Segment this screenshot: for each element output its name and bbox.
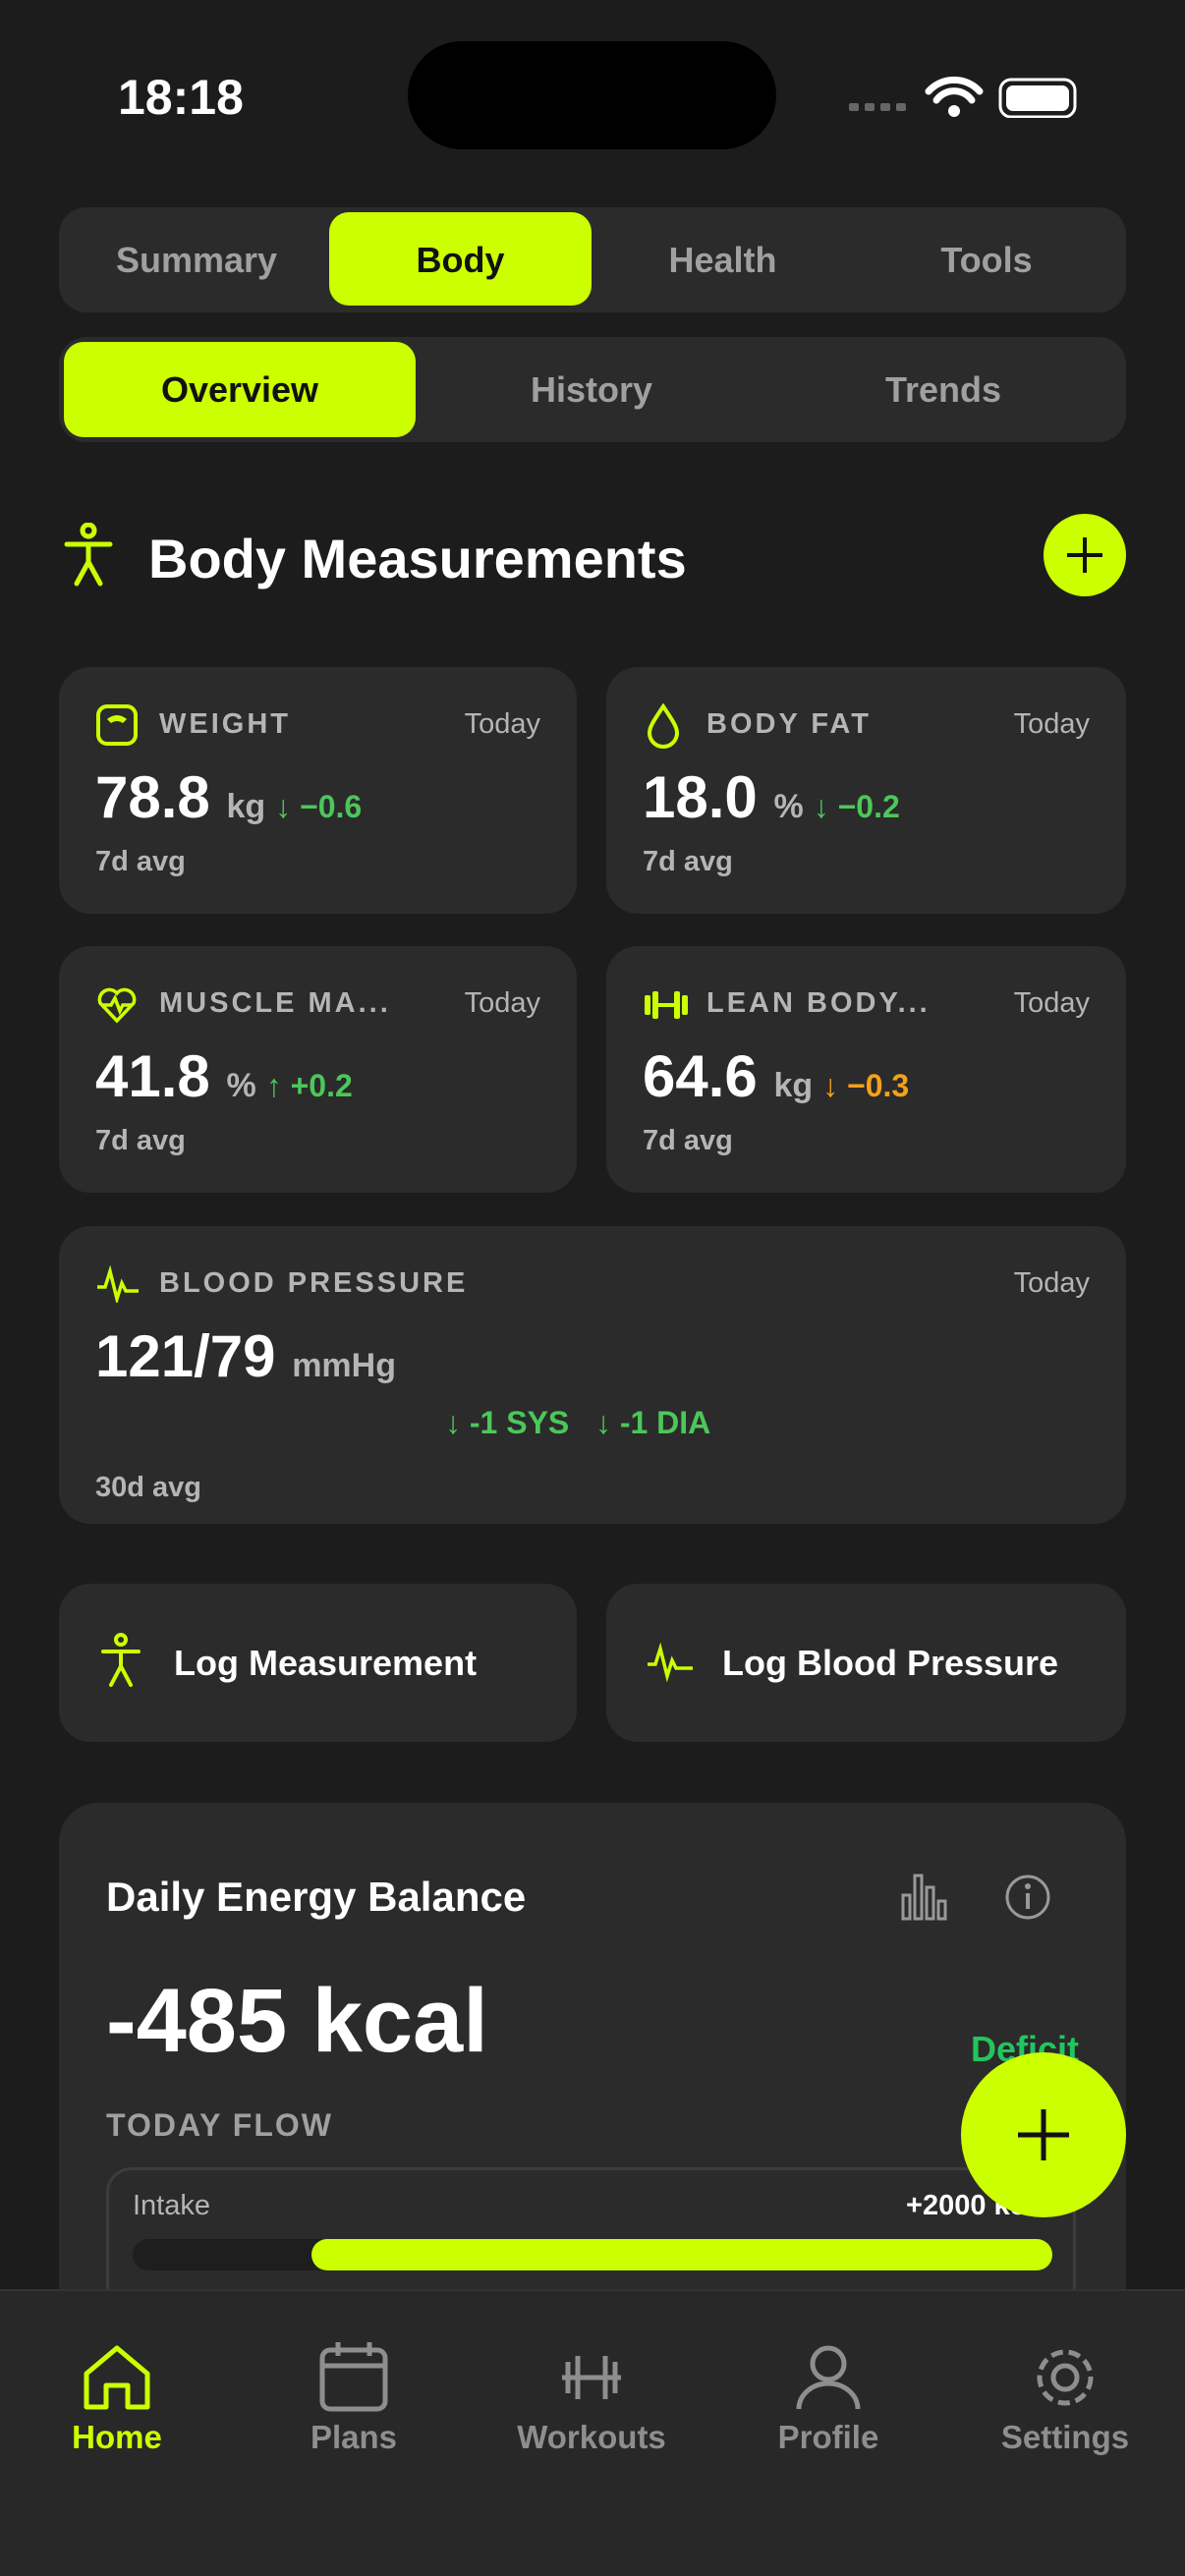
add-button[interactable] [1044, 514, 1126, 596]
metric-change: ↓ −0.6 [275, 789, 363, 824]
metric-label: MUSCLE MA... [159, 987, 391, 1019]
energy-title: Daily Energy Balance [106, 1874, 527, 1920]
metric-avg: 7d avg [95, 1125, 186, 1156]
metric-change: ↓ −0.3 [822, 1068, 910, 1103]
metric-avg: 7d avg [95, 846, 186, 877]
metric-card[interactable]: BODY FAT Today 18.0 % ↓ −0.2 7d avg [606, 667, 1126, 914]
dumbbell-icon [645, 991, 688, 1019]
nav-item[interactable]: Workouts [517, 2419, 666, 2455]
nav-icons [84, 2342, 1094, 2412]
section-title: Body Measurements [148, 528, 687, 589]
bottom-nav [0, 2289, 1185, 2576]
bp-value-row: 121/79 mmHg [95, 1322, 396, 1390]
metric-label: WEIGHT [159, 708, 291, 740]
action-button[interactable]: Log Blood Pressure [606, 1584, 1126, 1742]
metric-avg: 7d avg [643, 846, 733, 877]
bp-label: BLOOD PRESSURE [159, 1267, 469, 1299]
intake-bar [311, 2239, 1052, 2270]
metric-when: Today [1013, 987, 1090, 1019]
tab[interactable]: Summary [115, 240, 278, 280]
nav-item[interactable]: Plans [310, 2419, 398, 2455]
tab[interactable]: Body [416, 240, 505, 280]
body-icon [101, 1633, 141, 1687]
metric-label: LEAN BODY... [706, 987, 931, 1019]
metric-label: BODY FAT [706, 708, 872, 740]
metric-card[interactable]: WEIGHT Today 78.8 kg ↓ −0.6 7d avg [59, 667, 577, 914]
bp-sys: ↓ -1 SYS [445, 1405, 570, 1440]
subtab[interactable]: Overview [160, 369, 319, 410]
blood-pressure-card[interactable]: BLOOD PRESSURE Today 121/79 mmHg ↓ -1 SY… [59, 1226, 1126, 1524]
subtab-selected-bg [64, 342, 416, 437]
metric-unit: % [226, 1067, 256, 1104]
metric-avg: 7d avg [643, 1125, 733, 1156]
bp-changes: ↓ -1 SYS ↓ -1 DIA [445, 1405, 710, 1441]
flow-title: TODAY FLOW [106, 2107, 333, 2143]
metric-card[interactable]: MUSCLE MA... Today 41.8 % ↑ +0.2 7d avg [59, 946, 577, 1193]
bp-when: Today [1013, 1267, 1090, 1299]
dynamic-island [408, 41, 776, 149]
metric-value-row: 64.6 kg ↓ −0.3 [643, 1042, 909, 1110]
status-time: 18:18 [118, 70, 244, 125]
metric-when: Today [1013, 708, 1090, 740]
metric-unit: % [773, 788, 804, 825]
metric-value-row: 18.0 % ↓ −0.2 [643, 763, 900, 831]
tab-selected-bg [329, 212, 592, 306]
metric-value: 78.8 [95, 764, 210, 830]
metric-card[interactable]: LEAN BODY... Today 64.6 kg ↓ −0.3 7d avg [606, 946, 1126, 1193]
metric-value: 64.6 [643, 1043, 758, 1109]
drop-icon [647, 703, 680, 749]
info-icon[interactable] [1004, 1874, 1051, 1921]
intake-label: Intake [133, 2190, 210, 2221]
subtab[interactable]: History [530, 369, 653, 410]
metric-value: 18.0 [643, 764, 758, 830]
bp-dia: ↓ -1 DIA [594, 1405, 711, 1440]
metric-when: Today [464, 708, 540, 740]
bp-value: 121/79 [95, 1323, 276, 1389]
nav-item[interactable]: Home [72, 2419, 162, 2455]
metric-value: 41.8 [95, 1043, 210, 1109]
subtab[interactable]: Trends [884, 369, 1002, 410]
action-button[interactable]: Log Measurement [59, 1584, 577, 1742]
heart-icon [97, 987, 137, 1024]
floating-add-button[interactable] [961, 2052, 1126, 2217]
pulse-icon [648, 1643, 693, 1682]
metric-change: ↑ +0.2 [265, 1068, 353, 1103]
metric-change: ↓ −0.2 [813, 789, 900, 824]
metric-unit: kg [226, 788, 266, 825]
tab[interactable]: Tools [940, 240, 1033, 280]
nav-item[interactable]: Profile [777, 2419, 879, 2455]
weight-icon [96, 704, 138, 746]
energy-value: -485 kcal [106, 1971, 488, 2071]
tab[interactable]: Health [668, 240, 777, 280]
status-icons [849, 76, 1077, 118]
flow-box: Intake +2000 kcal [106, 2167, 1076, 2423]
metric-when: Today [464, 987, 540, 1019]
metric-unit: kg [773, 1067, 814, 1104]
pulse-icon [97, 1265, 139, 1303]
action-label: Log Blood Pressure [722, 1643, 1059, 1683]
metric-value-row: 41.8 % ↑ +0.2 [95, 1042, 353, 1110]
body-icon [64, 523, 113, 587]
tab-bar [59, 207, 1126, 312]
bp-unit: mmHg [292, 1347, 396, 1384]
chart-icon[interactable] [899, 1872, 948, 1921]
nav-item[interactable]: Settings [1000, 2419, 1130, 2455]
action-label: Log Measurement [174, 1643, 478, 1683]
bp-avg: 30d avg [95, 1472, 201, 1503]
metric-value-row: 78.8 kg ↓ −0.6 [95, 763, 362, 831]
